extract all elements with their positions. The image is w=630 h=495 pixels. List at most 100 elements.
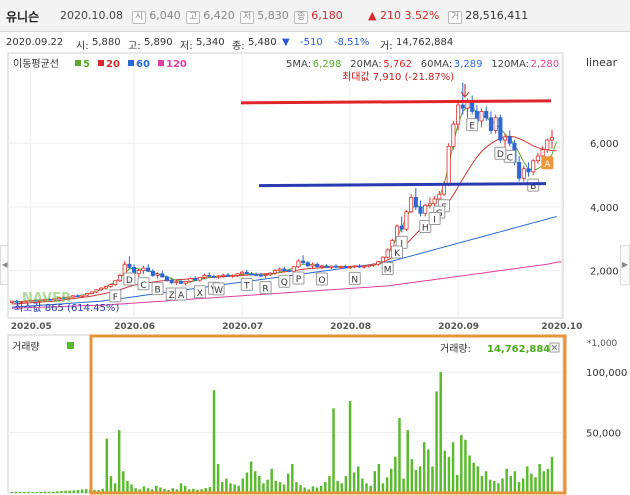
candle [94, 289, 99, 294]
volume-bar [126, 480, 129, 493]
candle [150, 269, 155, 277]
volume-bar [311, 486, 315, 493]
volume-bar [35, 492, 38, 493]
candle [103, 285, 108, 290]
open-price: 시 6,040 [132, 9, 181, 24]
wave-label: P [292, 271, 305, 285]
candle [296, 259, 301, 269]
wave-label: A [541, 156, 554, 170]
candle [521, 165, 526, 182]
volume-bars [8, 371, 563, 493]
volume-bar [183, 485, 187, 493]
volume-bar [460, 434, 463, 493]
candle [244, 269, 249, 275]
svg-text:M: M [384, 266, 392, 276]
max-label: 최대값 7,910 (-21.87%) [342, 71, 454, 83]
stock-name[interactable]: 유니슨 [6, 10, 40, 24]
candle [427, 197, 432, 209]
candle [329, 265, 334, 270]
candle [460, 82, 465, 115]
volume-bar [274, 480, 278, 493]
volume-bar [357, 466, 360, 493]
volume-bar [521, 478, 525, 493]
candle [451, 120, 456, 150]
candle [56, 297, 61, 300]
volume-bar [80, 489, 84, 493]
info-volume-label: 거: [380, 41, 393, 52]
price-tick-label: 6,000 [590, 139, 619, 150]
volume-bar [484, 471, 488, 493]
volume-tag: 거 [448, 11, 463, 24]
volume-bar [93, 489, 96, 493]
volume-bar [179, 483, 183, 493]
candle [216, 275, 221, 279]
svg-text:K: K [394, 249, 401, 259]
candle [141, 265, 146, 274]
candle [324, 264, 329, 269]
change-pct: 3.52% [404, 9, 440, 22]
candle [71, 295, 76, 298]
volume-bar [229, 483, 232, 493]
volume-bar [538, 463, 541, 493]
candles [9, 82, 555, 304]
volume-bar [188, 489, 191, 493]
volume-bar [31, 492, 34, 493]
candle [221, 273, 226, 278]
volume-bar [142, 486, 146, 493]
volume-bar [262, 483, 265, 493]
volume-bar [76, 489, 80, 493]
time-tick-label: 2020.07 [222, 322, 263, 332]
volume-bar [344, 476, 348, 493]
scale-label[interactable]: linear [586, 56, 618, 69]
ma-value-label: 120MA: [491, 59, 529, 70]
max-arrow-icon [460, 84, 470, 98]
wave-label: H [419, 219, 432, 233]
candle [169, 277, 174, 284]
volume-bar [105, 438, 109, 493]
ma-value: 2,280 [531, 59, 560, 70]
volume-bar [113, 483, 117, 493]
candle [456, 101, 461, 131]
info-close: 5,480 [248, 37, 277, 48]
volume-bar [402, 478, 405, 493]
candle [338, 265, 343, 270]
volume-bar [476, 466, 480, 493]
candle [286, 268, 292, 273]
candle [488, 111, 494, 134]
wave-label: W [212, 282, 225, 296]
svg-text:W: W [214, 286, 223, 296]
volume-bar [319, 485, 323, 493]
volume-bar [122, 471, 125, 493]
volume-unit: *1,000 [587, 339, 618, 349]
volume-bar [171, 488, 174, 493]
volume-bar [414, 470, 418, 493]
wave-label: T [240, 277, 253, 291]
change-value: 210 [379, 9, 401, 22]
volume-bar [348, 401, 352, 493]
open-value: 6,040 [149, 9, 181, 22]
volume-bar [72, 490, 76, 493]
wave-label: R [259, 281, 272, 295]
close-icon-cross [551, 344, 558, 351]
low-tag: 저 [240, 11, 255, 24]
volume-bar [159, 487, 162, 493]
volume-bar [130, 484, 133, 493]
volume-bar [10, 491, 14, 493]
high-tag: 고 [186, 11, 201, 24]
crosshair-info: 2020.09.22 시: 5,880 고: 5,890 저: 5,340 종:… [0, 35, 630, 52]
volume-bar [398, 418, 401, 493]
candle [549, 129, 555, 149]
candle [24, 300, 29, 303]
candle [366, 264, 371, 268]
candle [14, 299, 19, 303]
volume-bar [258, 476, 261, 493]
candle [155, 272, 160, 279]
candle [52, 298, 57, 301]
svg-text:B: B [154, 286, 160, 296]
svg-text:H: H [422, 223, 429, 233]
svg-text:J: J [399, 239, 403, 249]
volume-bar [155, 485, 158, 493]
svg-text:X: X [197, 289, 203, 299]
volume-bar [249, 461, 253, 493]
